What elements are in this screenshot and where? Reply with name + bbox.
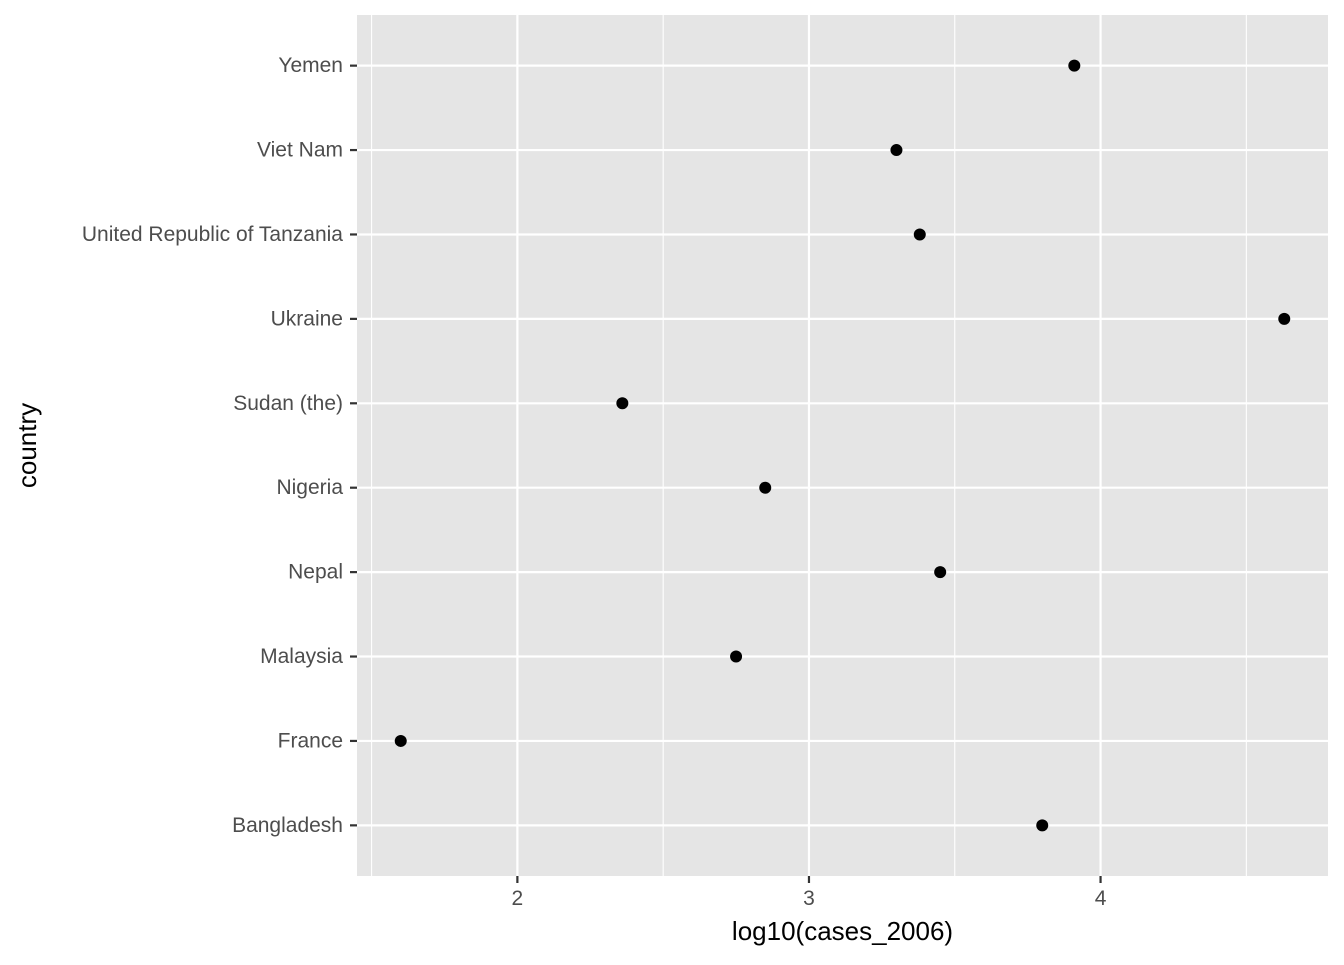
- x-tick-label: 4: [1095, 887, 1107, 910]
- y-tick-label: Nigeria: [276, 476, 343, 499]
- data-point: [616, 397, 629, 410]
- y-tick-label: France: [278, 729, 343, 752]
- y-tick-label: United Republic of Tanzania: [82, 223, 343, 246]
- y-tick-label: Malaysia: [260, 645, 343, 668]
- data-point: [1036, 819, 1049, 832]
- grid-major: [357, 15, 1328, 876]
- y-tick-label: Sudan (the): [233, 392, 343, 415]
- y-tick-label: Ukraine: [271, 307, 343, 330]
- data-point: [913, 228, 926, 241]
- y-tick-label: Viet Nam: [257, 139, 343, 162]
- data-point: [934, 566, 947, 579]
- y-axis: Bangladesh France Malaysia Nepal Nigeria Suda…: [82, 54, 357, 837]
- data-points: [394, 59, 1291, 832]
- y-tick-label: Yemen: [278, 54, 343, 77]
- plot-panel: [357, 15, 1328, 876]
- x-tick-label: 2: [512, 887, 524, 910]
- x-tick-label: 3: [803, 887, 815, 910]
- x-axis-title: log10(cases_2006): [732, 916, 953, 946]
- data-point: [890, 144, 903, 157]
- data-point: [1278, 312, 1291, 325]
- data-point: [1068, 59, 1081, 72]
- y-axis-title: country: [12, 403, 42, 488]
- grid-minor: [371, 15, 1247, 876]
- data-point: [394, 734, 407, 747]
- data-point: [730, 650, 743, 663]
- x-axis: 2 3 4: [512, 876, 1107, 910]
- data-point: [759, 481, 772, 494]
- y-tick-label: Bangladesh: [232, 814, 343, 837]
- y-tick-label: Nepal: [288, 561, 343, 584]
